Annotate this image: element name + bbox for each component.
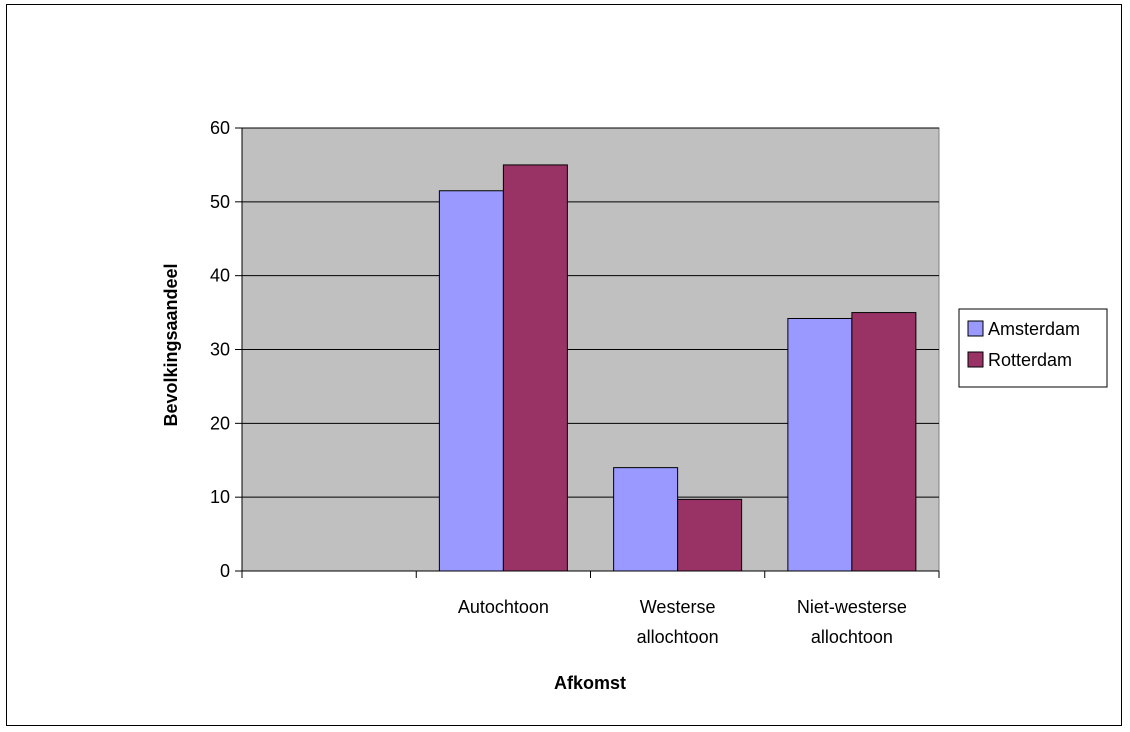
y-axis-title: Bevolkingsaandeel bbox=[161, 263, 181, 426]
x-tick-label: Niet-westerse bbox=[797, 597, 907, 617]
x-tick-labels: Autochtoon Westerse allochtoon Niet-westers… bbox=[458, 597, 907, 647]
chart-frame: 0 10 20 30 40 50 60 Autochtoon Westerse allochto… bbox=[6, 4, 1122, 726]
bar-rotterdam bbox=[677, 498, 743, 572]
x-tick-label: Autochtoon bbox=[458, 597, 549, 617]
bars bbox=[438, 164, 917, 572]
bar-amsterdam bbox=[438, 190, 504, 572]
legend-swatch-amsterdam bbox=[967, 320, 984, 337]
legend-label-amsterdam: Amsterdam bbox=[988, 319, 1080, 339]
y-tick-label: 60 bbox=[210, 118, 230, 138]
y-tick-labels: 0 10 20 30 40 50 60 bbox=[210, 118, 230, 581]
y-tick-label: 0 bbox=[220, 561, 230, 581]
bar-amsterdam bbox=[613, 467, 679, 572]
x-tick-label: allochtoon bbox=[637, 627, 719, 647]
x-tick-label: allochtoon bbox=[811, 627, 893, 647]
bar-amsterdam bbox=[787, 317, 853, 572]
legend-box bbox=[958, 308, 1108, 388]
x-tick-label: Westerse bbox=[640, 597, 716, 617]
legend-swatch-rotterdam bbox=[967, 351, 984, 368]
y-tick-label: 20 bbox=[210, 413, 230, 433]
bar-chart: 0 10 20 30 40 50 60 Autochtoon Westerse allochto… bbox=[161, 118, 1108, 693]
legend-label-rotterdam: Rotterdam bbox=[988, 350, 1072, 370]
bar-rotterdam bbox=[851, 312, 917, 572]
y-tick-label: 50 bbox=[210, 192, 230, 212]
x-axis-title: Afkomst bbox=[554, 673, 626, 693]
bar-rotterdam bbox=[502, 164, 568, 572]
y-tick-label: 30 bbox=[210, 340, 230, 360]
axes bbox=[235, 127, 940, 578]
y-tick-label: 40 bbox=[210, 266, 230, 286]
legend: Amsterdam Rotterdam bbox=[958, 308, 1108, 388]
y-tick-label: 10 bbox=[210, 487, 230, 507]
